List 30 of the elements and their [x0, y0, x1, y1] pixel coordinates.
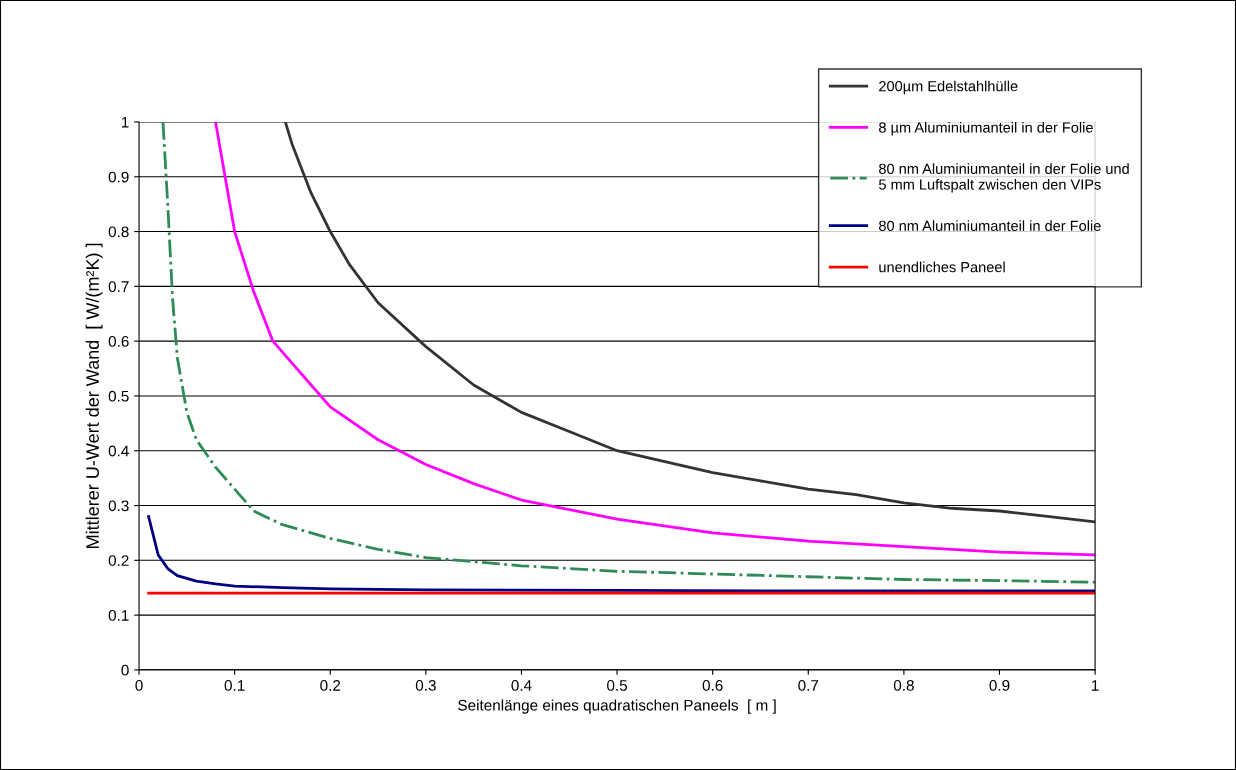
y-tick-label: 0.7 — [108, 281, 129, 293]
y-tick-label: 0.1 — [108, 609, 129, 621]
x-tick-label: 0.4 — [511, 680, 532, 691]
y-tick-label: 1 — [122, 116, 129, 128]
x-tick-label: 0.1 — [224, 680, 245, 691]
x-tick-label: 0.5 — [607, 680, 628, 691]
y-tick-label: 0.2 — [108, 555, 129, 566]
y-tick-label: 0.9 — [108, 171, 129, 183]
x-tick-label: 0.3 — [415, 680, 436, 691]
x-tick-label: 0.8 — [893, 680, 914, 691]
x-tick-label: 1 — [1092, 680, 1099, 691]
y-tick-label: 0.4 — [108, 445, 129, 457]
line-series — [147, 515, 1096, 593]
x-axis-title: Seitenlänge eines quadratischen Paneels [ m ] — [458, 699, 776, 714]
y-axis-title: Mittlerer U-Wert der Wand [ W/(m²K) ] — [85, 243, 103, 548]
y-tick-label: 0.5 — [108, 390, 129, 402]
y-tick-label: 0.6 — [108, 336, 129, 347]
y-tick-label: 0.3 — [108, 500, 129, 512]
x-tick-label: 0.2 — [320, 680, 341, 691]
y-tick-label: 0 — [121, 664, 129, 676]
legend-label: 8 µm Aluminiumanteil in der Folie — [879, 121, 1093, 136]
x-tick-label: 0.6 — [702, 680, 723, 691]
x-tick-label: 0.9 — [989, 680, 1010, 691]
legend-label: 200µm Edelstahlhülle — [879, 80, 1018, 95]
legend-label: 80 nm Aluminiumanteil in der Folie und 5 mm Luftspalt zwischen den VIPs — [878, 163, 1129, 193]
legend-label: unendliches Paneel — [879, 261, 1005, 273]
y-tick-label: 0.8 — [108, 226, 129, 238]
x-tick-label: 0 — [135, 680, 143, 691]
x-tick-label: 0.7 — [798, 680, 819, 691]
legend-label: 80 nm Aluminiumanteil in der Folie — [879, 220, 1101, 231]
